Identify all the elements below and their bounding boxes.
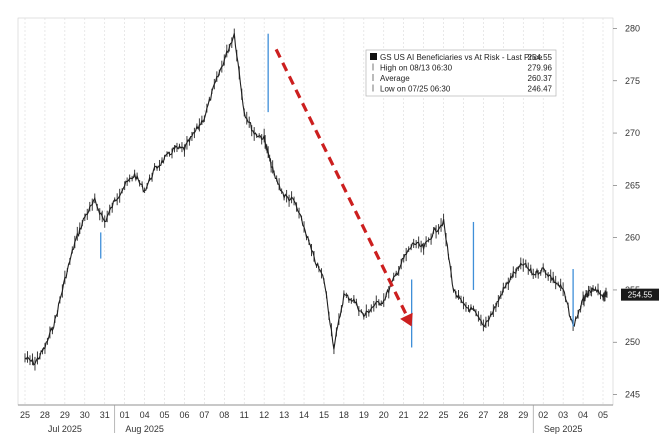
legend-entry-value: 279.96 bbox=[528, 64, 553, 73]
x-tick-label: 05 bbox=[598, 410, 608, 420]
x-tick-label: 25 bbox=[20, 410, 30, 420]
x-tick-label: 28 bbox=[40, 410, 50, 420]
y-tick-label: 275 bbox=[625, 76, 640, 86]
legend-entry-label: High on 08/13 06:30 bbox=[380, 64, 453, 73]
x-tick-label: 20 bbox=[379, 410, 389, 420]
x-tick-label: 07 bbox=[199, 410, 209, 420]
month-label: Sep 2025 bbox=[544, 424, 583, 434]
x-tick-label: 08 bbox=[219, 410, 229, 420]
price-line bbox=[24, 33, 608, 366]
x-tick-label: 12 bbox=[259, 410, 269, 420]
x-tick-label: 31 bbox=[100, 410, 110, 420]
month-label: Aug 2025 bbox=[125, 424, 164, 434]
x-tick-label: 19 bbox=[359, 410, 369, 420]
x-tick-label: 21 bbox=[399, 410, 409, 420]
x-tick-label: 15 bbox=[319, 410, 329, 420]
x-tick-label: 30 bbox=[80, 410, 90, 420]
y-tick-label: 250 bbox=[625, 337, 640, 347]
x-tick-label: 29 bbox=[60, 410, 70, 420]
legend-entry-label: GS US AI Beneficiaries vs At Risk - Last… bbox=[380, 53, 543, 62]
trend-arrow-line bbox=[274, 48, 410, 319]
x-tick-label: 25 bbox=[439, 410, 449, 420]
legend-entry-value: 254.55 bbox=[528, 53, 553, 62]
x-tick-label: 18 bbox=[339, 410, 349, 420]
x-tick-label: 01 bbox=[120, 410, 130, 420]
x-tick-label: 27 bbox=[478, 410, 488, 420]
legend-entry-label: Average bbox=[380, 74, 410, 83]
last-price-label: 254.55 bbox=[628, 291, 653, 300]
x-tick-label: 14 bbox=[299, 410, 309, 420]
x-tick-label: 13 bbox=[279, 410, 289, 420]
legend-entry-label: Low on 07/25 06:30 bbox=[380, 85, 451, 94]
y-tick-label: 280 bbox=[625, 23, 640, 33]
y-tick-label: 265 bbox=[625, 180, 640, 190]
x-tick-label: 26 bbox=[458, 410, 468, 420]
x-tick-label: 04 bbox=[578, 410, 588, 420]
legend: GS US AI Beneficiaries vs At Risk - Last… bbox=[365, 49, 557, 97]
x-tick-label: 29 bbox=[518, 410, 528, 420]
last-price-box bbox=[621, 288, 659, 301]
y-tick-label: 245 bbox=[625, 390, 640, 400]
x-tick-label: 28 bbox=[498, 410, 508, 420]
legend-box bbox=[365, 49, 557, 97]
last-price-tag: 254.55 bbox=[621, 288, 659, 301]
y-tick-label: 260 bbox=[625, 233, 640, 243]
month-label: Jul 2025 bbox=[48, 424, 82, 434]
series-layer bbox=[24, 28, 608, 371]
trend-arrow bbox=[274, 48, 413, 327]
legend-entry-value: 260.37 bbox=[528, 74, 553, 83]
y-tick-label: 270 bbox=[625, 128, 640, 138]
x-tick-label: 05 bbox=[160, 410, 170, 420]
trend-arrow-head bbox=[400, 312, 413, 327]
x-tick-label: 06 bbox=[179, 410, 189, 420]
x-tick-label: 04 bbox=[140, 410, 150, 420]
x-tick-label: 03 bbox=[558, 410, 568, 420]
black-square-icon bbox=[370, 53, 377, 60]
x-tick-label: 11 bbox=[240, 410, 249, 420]
x-tick-label: 22 bbox=[419, 410, 429, 420]
x-tick-label: 02 bbox=[538, 410, 548, 420]
legend-entry-value: 246.47 bbox=[528, 85, 553, 94]
